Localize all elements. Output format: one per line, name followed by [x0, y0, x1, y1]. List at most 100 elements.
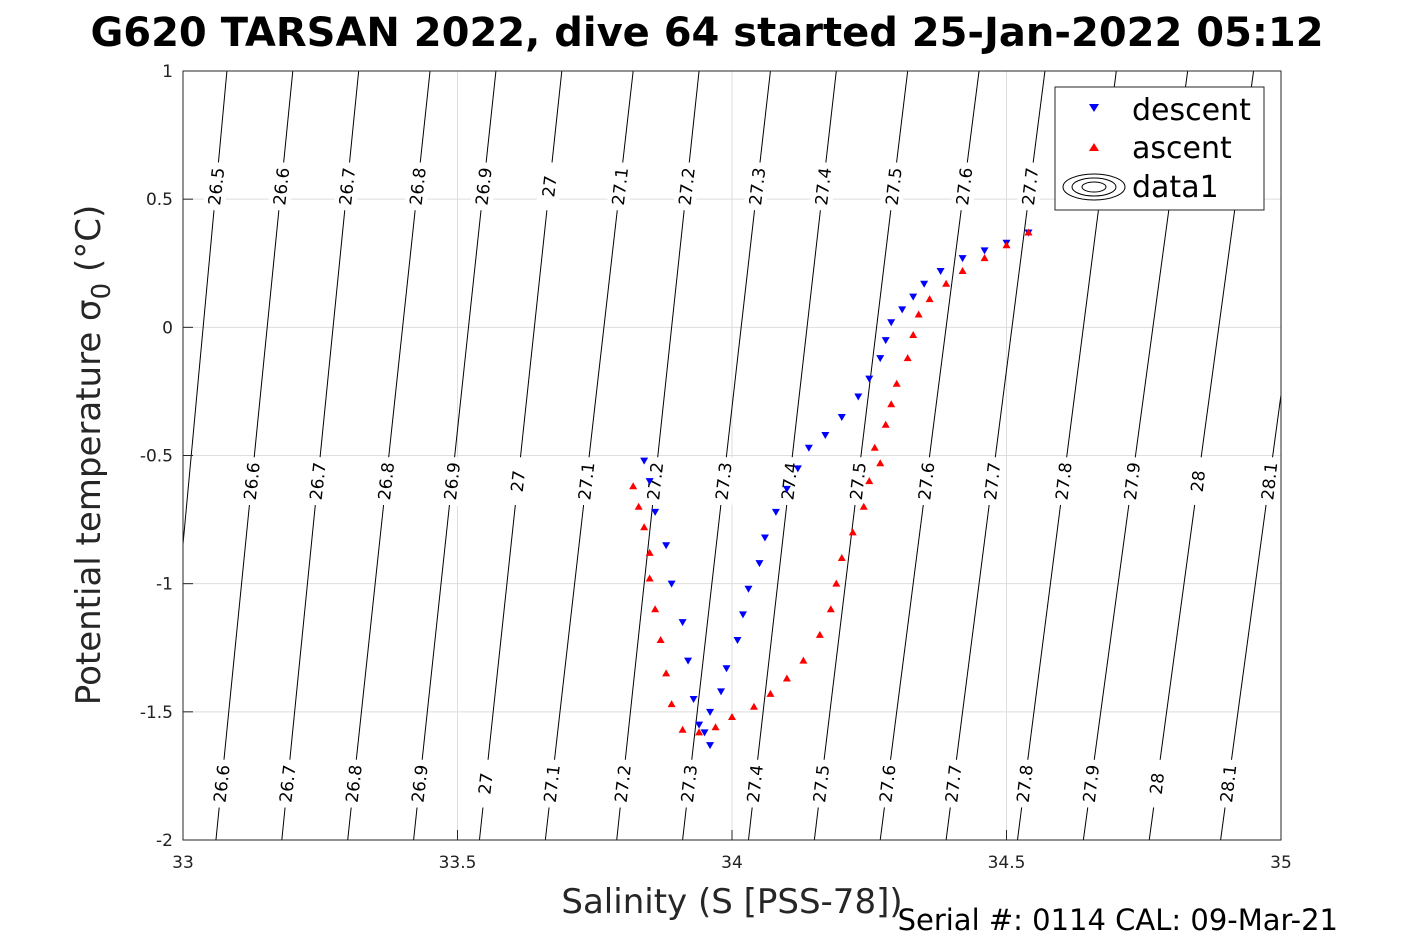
isopycnal-label-bg	[1214, 758, 1242, 809]
isopycnal-label-bg	[572, 456, 600, 507]
isopycnal-label: 27.6	[876, 764, 900, 804]
descent-point	[678, 619, 687, 627]
descent-point	[689, 696, 698, 704]
isopycnal-label: 27.4	[744, 764, 768, 804]
descent-point	[755, 560, 764, 568]
y-tick-label: -1	[156, 575, 173, 595]
descent-point	[804, 444, 813, 452]
isopycnal-label: 27	[539, 175, 561, 199]
isopycnal-label: 27.8	[1053, 461, 1077, 501]
isopycnal-label: 28.1	[1258, 461, 1282, 501]
isopycnal-label-bg	[372, 456, 400, 507]
isopycnal-label-bg	[873, 758, 902, 809]
chart-title: G620 TARSAN 2022, dive 64 started 25-Jan…	[90, 10, 1323, 56]
isopycnal-label-bg	[405, 758, 434, 809]
ascent-point	[667, 700, 676, 708]
y-tick-label: 1	[162, 62, 173, 82]
isopycnal-label-bg	[880, 161, 908, 212]
descent-point	[881, 337, 890, 345]
isopycnal-label-bg	[1016, 161, 1044, 212]
isopycnal-labels: 26.5 26.6 26.7 26.8 26.9 27 27.1 27.2 27.3 27.4 27…	[202, 161, 1283, 809]
isopycnal-label-bg	[1118, 456, 1146, 507]
isopycnal-label-bg	[538, 758, 566, 809]
isopycnal-label: 26.9	[441, 461, 465, 501]
descent-point	[876, 355, 885, 363]
descent-point	[854, 393, 863, 401]
isopycnal-label: 26.7	[276, 764, 300, 804]
isopycnal-label: 26.9	[472, 167, 496, 207]
ascent-point	[651, 605, 660, 613]
ascent-point	[634, 502, 643, 510]
legend-data1-label: data1	[1132, 170, 1219, 205]
ascent-point	[958, 266, 967, 274]
isopycnal-label-bg	[535, 161, 564, 212]
isopycnal-label: 27	[475, 772, 497, 796]
x-tick-label: 34	[721, 853, 743, 873]
y-axis-ticks: 1 0.5 0 -0.5 -1 -1.5 -2	[140, 62, 193, 851]
descent-point	[865, 375, 874, 383]
y-tick-label: 0	[162, 318, 173, 338]
isopycnal-label: 27.3	[712, 461, 736, 501]
isopycnal-label-bg	[741, 758, 769, 809]
ascent-point	[942, 279, 951, 287]
isopycnal-line	[1220, 391, 1281, 840]
legend-descent-label: descent	[1132, 93, 1251, 128]
descent-point	[821, 431, 830, 439]
descent-point	[744, 585, 753, 593]
isopycnal-label: 26.7	[336, 167, 360, 207]
isopycnal-label: 27.3	[678, 764, 702, 804]
descent-point	[645, 478, 654, 486]
descent-point	[662, 542, 671, 550]
ascent-point	[782, 674, 791, 682]
isopycnal-label: 27.8	[1014, 764, 1038, 804]
descent-point	[980, 247, 989, 255]
ascent-point	[980, 254, 989, 262]
legend-descent-marker	[1089, 104, 1099, 112]
ascent-point	[832, 579, 841, 587]
legend-ascent-marker	[1089, 143, 1099, 151]
descent-point	[733, 637, 742, 645]
isopycnal-label-bg	[333, 161, 361, 212]
ascent-point	[656, 636, 665, 644]
isopycnal-label: 28	[1188, 469, 1210, 493]
isopycnal-label-bg	[641, 456, 669, 507]
isopycnal-label: 27.6	[953, 167, 977, 207]
isopycnal-label: 27.9	[1121, 461, 1145, 501]
descent-point	[700, 729, 709, 737]
isopycnal-label-bg	[844, 456, 872, 507]
x-axis-label: Salinity (S [PSS-78])	[561, 882, 902, 922]
ascent-point	[909, 331, 918, 339]
ascent-point	[711, 723, 720, 731]
ascent-point	[887, 400, 896, 408]
descent-point	[684, 657, 693, 665]
isopycnal-label: 27.7	[981, 461, 1005, 501]
isopycnal-label-bg	[273, 758, 302, 809]
isopycnal-label-bg	[912, 456, 940, 507]
ascent-point	[859, 502, 868, 510]
y-tick-label: -0.5	[140, 447, 173, 467]
descent-point	[651, 508, 660, 516]
ascent-point	[881, 420, 890, 428]
x-tick-label: 33	[172, 853, 194, 873]
isopycnal-label-bg	[673, 161, 701, 212]
isopycnal-label-bg	[1011, 758, 1039, 809]
isopycnal-label-bg	[1049, 456, 1078, 507]
ascent-point	[1024, 228, 1033, 236]
isopycnal-label: 27	[508, 469, 530, 493]
x-tick-label: 35	[1270, 853, 1292, 873]
descent-point	[909, 293, 918, 301]
isopycnal-label-bg	[743, 161, 771, 212]
y-tick-label: 0.5	[146, 190, 173, 210]
isopycnal-label: 26.7	[307, 461, 331, 501]
isopycnal-label: 27.1	[575, 461, 599, 501]
isopycnal-label-bg	[978, 456, 1006, 507]
isopycnal-label: 27.9	[1080, 764, 1104, 804]
ascent-point	[749, 702, 758, 710]
isopycnal-label: 27.5	[883, 167, 907, 207]
ascent-point	[815, 630, 824, 638]
ascent-point	[695, 728, 704, 736]
ascent-point	[799, 656, 808, 664]
descent-point	[920, 280, 929, 288]
isopycnal-label: 27.3	[746, 167, 770, 207]
isopycnal-label-bg	[267, 161, 295, 212]
